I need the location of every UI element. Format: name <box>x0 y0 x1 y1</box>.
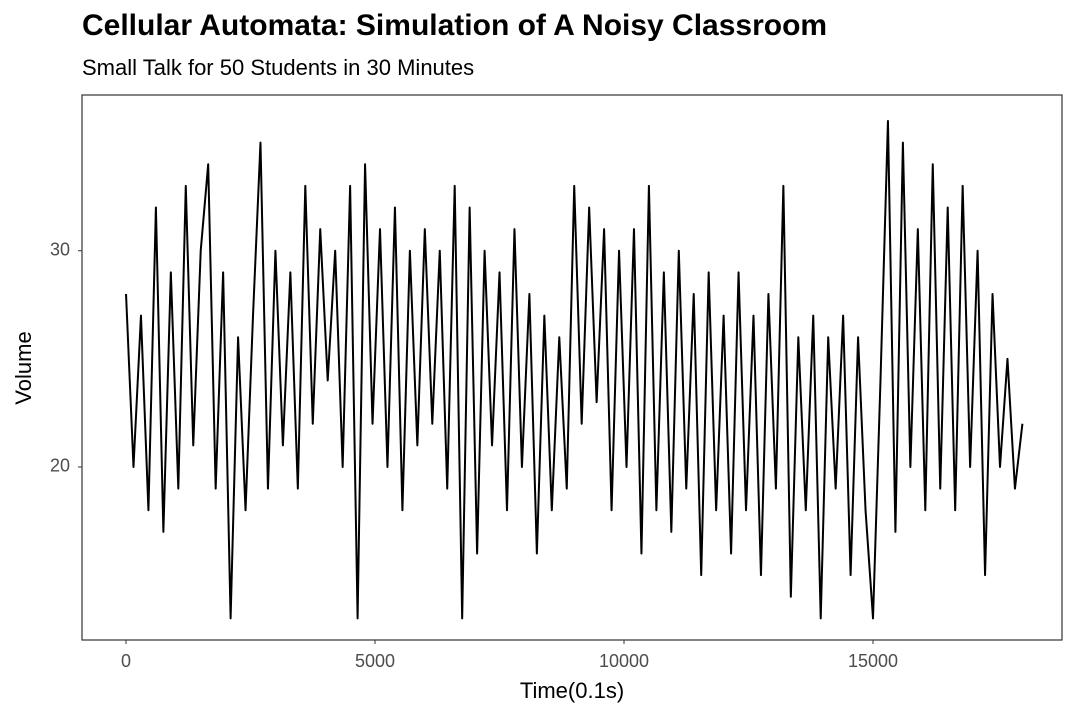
x-tick-label: 5000 <box>355 651 395 671</box>
y-tick-label: 30 <box>50 239 70 259</box>
y-tick-label: 20 <box>50 456 70 476</box>
data-line <box>125 119 1024 620</box>
x-tick-label: 15000 <box>848 651 898 671</box>
x-tick-label: 10000 <box>599 651 649 671</box>
x-axis-label: Time(0.1s) <box>520 678 624 703</box>
x-tick-label: 0 <box>121 651 131 671</box>
chart-subtitle: Small Talk for 50 Students in 30 Minutes <box>82 55 474 80</box>
y-axis-label: Volume <box>11 331 36 404</box>
chart-title: Cellular Automata: Simulation of A Noisy… <box>82 9 827 42</box>
plot-border <box>81 94 1063 641</box>
